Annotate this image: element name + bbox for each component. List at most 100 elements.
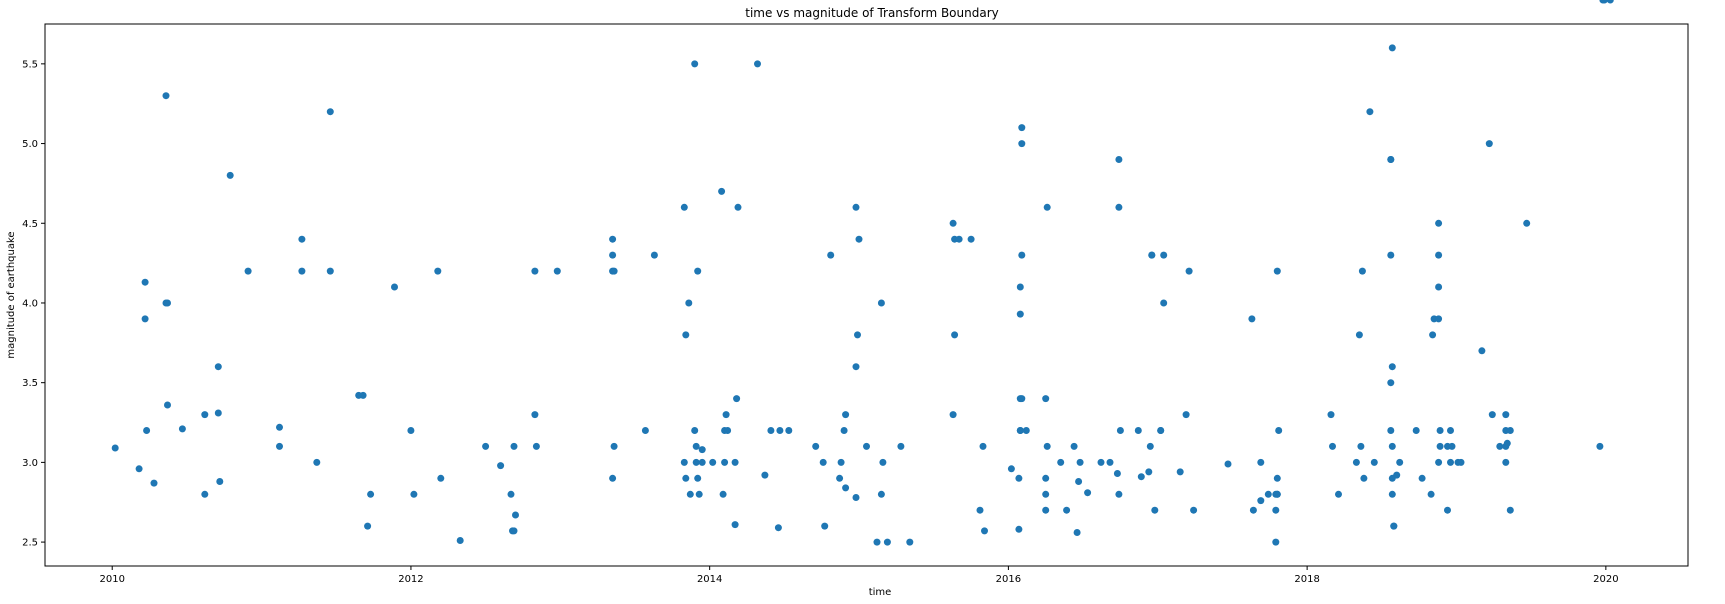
data-point [1435,315,1443,323]
data-point [1357,442,1365,450]
data-point [854,331,861,339]
data-point [1502,458,1510,466]
data-point [1485,140,1493,148]
data-point [855,235,863,243]
data-point [1600,0,1608,4]
data-point [863,442,870,450]
data-point [1418,474,1426,482]
data-point [1360,474,1368,482]
data-point [734,203,742,211]
data-point [178,425,186,433]
data-point [698,458,706,466]
data-point [609,251,617,259]
data-point [852,203,860,211]
data-point [1137,473,1145,481]
data-point [718,187,726,195]
data-point [1435,283,1443,291]
data-point [680,458,688,466]
data-point [201,490,209,498]
data-point [1016,310,1024,318]
data-point [1015,525,1023,533]
data-point [434,267,442,275]
data-point [694,474,702,482]
data-point [1327,411,1335,419]
data-point [1435,458,1443,466]
data-point [1157,427,1165,434]
data-point [951,331,959,339]
data-point [1224,460,1232,468]
data-point [141,315,149,323]
data-point [906,538,914,546]
data-point [1393,471,1401,479]
data-point [949,219,957,227]
data-point [610,267,618,275]
data-point [143,427,151,434]
data-point [1370,458,1378,466]
data-point [1257,497,1265,505]
data-point [692,458,700,466]
y-tick-label: 3.0 [22,458,38,469]
data-point [1272,538,1280,546]
data-point [731,521,739,529]
data-point [967,235,975,243]
data-point [1387,156,1395,163]
data-point [877,490,885,498]
data-point [512,511,519,519]
data-point [364,522,372,530]
data-point [761,471,769,479]
data-point [1387,379,1395,387]
data-point [1113,470,1121,477]
data-point [698,446,706,454]
data-point [1506,427,1514,434]
data-point [1043,442,1051,450]
data-point [1015,474,1023,482]
y-tick-label: 2.5 [22,538,38,549]
data-point [1042,490,1050,498]
data-point [1396,458,1404,466]
data-point [754,60,761,68]
data-point [510,527,518,535]
data-point [298,267,306,275]
data-point [1018,124,1026,132]
data-point [1146,442,1154,450]
data-point [837,458,845,466]
data-point [1355,331,1363,339]
data-point [1457,458,1465,466]
data-point [313,458,321,466]
data-point [1448,442,1456,450]
data-point [1387,251,1395,259]
data-point [1390,522,1398,530]
data-point [531,267,539,275]
data-point [532,442,540,450]
data-point [1436,427,1444,434]
data-point [1435,251,1443,259]
data-point [1264,490,1272,498]
data-point [510,442,518,450]
data-point [721,458,729,466]
data-point [1435,219,1443,227]
data-point [437,474,445,482]
data-point [682,474,690,482]
data-point [776,427,784,434]
data-point [276,423,283,431]
data-point [1388,44,1396,52]
data-point [682,331,690,339]
data-point [482,442,490,450]
data-point [1043,203,1051,211]
data-point [111,444,119,452]
data-point [1097,458,1105,466]
data-point [1042,506,1050,514]
data-point [897,442,905,450]
data-point [1042,474,1050,482]
data-point [1057,458,1065,466]
data-point [1160,299,1168,307]
data-point [695,490,703,498]
data-point [812,442,820,450]
data-point [1007,465,1015,473]
x-axis-label: time [869,587,892,598]
data-point [1388,442,1396,450]
data-point [214,363,222,371]
data-point [1488,411,1496,419]
data-point [1042,395,1050,403]
data-point [507,490,515,498]
